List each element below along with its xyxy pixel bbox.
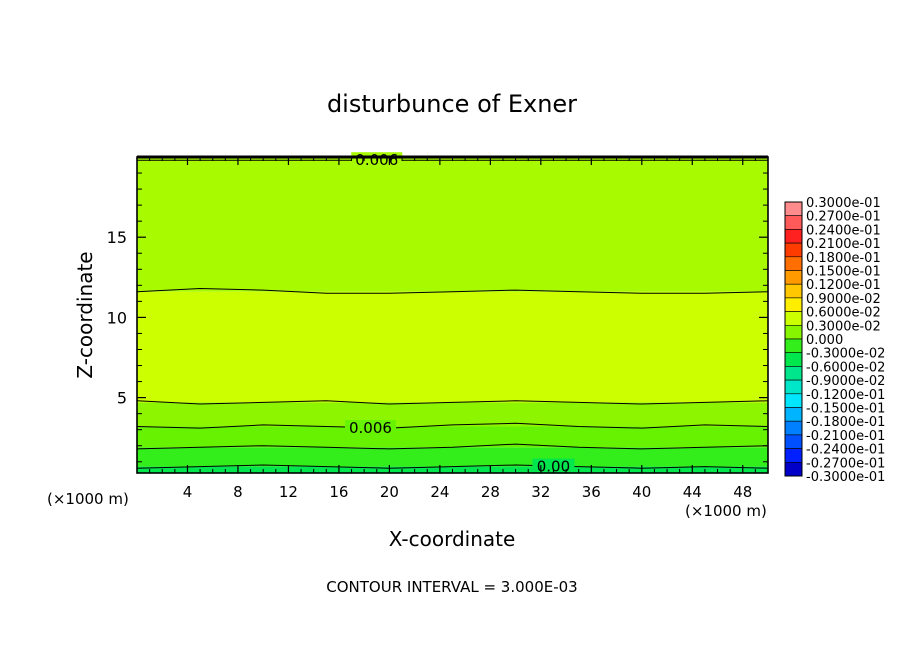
- plot-fills: [137, 157, 768, 473]
- x-axis-label: X-coordinate: [389, 527, 516, 551]
- x-tick-label-48: 48: [733, 483, 752, 501]
- legend-swatch-12: [784, 366, 803, 381]
- legend-label-17: -0.2100e-01: [806, 429, 885, 444]
- legend-swatch-14: [784, 393, 803, 408]
- contour-line-2: [136, 400, 769, 405]
- legend-swatch-10: [784, 338, 803, 353]
- x-tick-label-8: 8: [233, 483, 243, 501]
- y-tick-label-10: 10: [107, 308, 127, 327]
- fill-band-2: [137, 426, 768, 448]
- legend-swatch-8: [784, 311, 803, 326]
- legend-swatch-1: [784, 215, 803, 230]
- x-tick-label-36: 36: [582, 483, 601, 501]
- legend-frame: [784, 201, 803, 477]
- x-tick-label-16: 16: [329, 483, 348, 501]
- legend-swatch-7: [784, 297, 803, 312]
- legend-label-19: -0.2700e-01: [806, 456, 885, 471]
- y-tick-label-15: 15: [107, 228, 127, 247]
- legend-swatch-6: [784, 283, 803, 299]
- x-tick-label-32: 32: [531, 483, 550, 501]
- fill-band-5: [137, 157, 768, 292]
- contour-line-1: [136, 287, 769, 294]
- contour-interval-footer: CONTOUR INTERVAL = 3.000E-03: [326, 578, 577, 596]
- y-axis-label: Z-coordinate: [73, 251, 97, 378]
- legend-swatch-13: [784, 379, 803, 395]
- color-legend: 0.3000e-010.2700e-010.2400e-010.2100e-01…: [784, 196, 885, 485]
- fill-band-1: [137, 447, 768, 467]
- contour-line-5: [136, 464, 769, 469]
- legend-label-15: -0.1500e-01: [806, 402, 885, 417]
- x-tick-label-12: 12: [279, 483, 298, 501]
- legend-swatch-0: [784, 201, 803, 216]
- legend-label-18: -0.2400e-01: [806, 443, 885, 458]
- legend-label-6: 0.1200e-01: [806, 278, 881, 293]
- legend-label-2: 0.2400e-01: [806, 223, 881, 238]
- legend-label-4: 0.1800e-01: [806, 251, 881, 266]
- legend-label-0: 0.3000e-01: [806, 196, 881, 211]
- x-tick-label-28: 28: [481, 483, 500, 501]
- legend-swatch-2: [784, 229, 803, 244]
- legend-swatch-18: [784, 448, 803, 463]
- legend-label-3: 0.2100e-01: [806, 237, 881, 252]
- x-axis-ticks: 4 8 12 16 20 24 28 32 36 40 44 48: [149, 157, 756, 501]
- legend-swatch-16: [784, 420, 803, 436]
- x-tick-label-40: 40: [632, 483, 651, 501]
- legend-label-13: -0.9000e-02: [806, 374, 885, 389]
- x-unit-left: (×1000 m): [47, 490, 129, 508]
- x-tick-label-20: 20: [380, 483, 399, 501]
- legend-swatch-4: [784, 256, 803, 271]
- contour-lines: [136, 159, 769, 469]
- x-tick-label-4: 4: [183, 483, 193, 501]
- legend-label-16: -0.1800e-01: [806, 415, 885, 430]
- contour-label-bg-5: [532, 458, 575, 474]
- legend-label-14: -0.1200e-01: [806, 388, 885, 403]
- legend-swatch-11: [784, 352, 803, 367]
- legend-swatch-3: [784, 242, 803, 258]
- y-tick-label-5: 5: [117, 389, 127, 408]
- legend-label-20: -0.3000e-01: [806, 470, 885, 485]
- contour-label-bg-3: [344, 420, 396, 436]
- contour-line-3: [136, 422, 769, 429]
- legend-label-12: -0.6000e-02: [806, 360, 885, 375]
- legend-swatch-19: [784, 461, 803, 477]
- fill-band-3: [137, 402, 768, 427]
- x-tick-label-44: 44: [683, 483, 702, 501]
- y-axis-ticks: 5 10 15: [107, 172, 768, 463]
- legend-label-10: 0.000: [806, 333, 843, 348]
- legend-label-5: 0.1500e-01: [806, 265, 881, 280]
- legend-label-8: 0.6000e-02: [806, 306, 881, 321]
- legend-swatch-15: [784, 407, 803, 422]
- contour-label-3: 0.006: [349, 419, 392, 437]
- x-unit-right: (×1000 m): [685, 502, 767, 520]
- x-tick-label-24: 24: [430, 483, 449, 501]
- legend-swatch-17: [784, 434, 803, 449]
- legend-label-7: 0.9000e-02: [806, 292, 881, 307]
- fill-band-4: [137, 291, 768, 403]
- legend-swatch-5: [784, 270, 803, 285]
- legend-swatch-9: [784, 324, 803, 340]
- legend-label-11: -0.3000e-02: [806, 347, 885, 362]
- chart-title: disturbunce of Exner: [327, 90, 577, 118]
- legend-label-1: 0.2700e-01: [806, 210, 881, 225]
- legend-label-9: 0.3000e-02: [806, 319, 881, 334]
- contour-line-4: [136, 443, 769, 450]
- contour-label-5: 0.00: [537, 458, 570, 476]
